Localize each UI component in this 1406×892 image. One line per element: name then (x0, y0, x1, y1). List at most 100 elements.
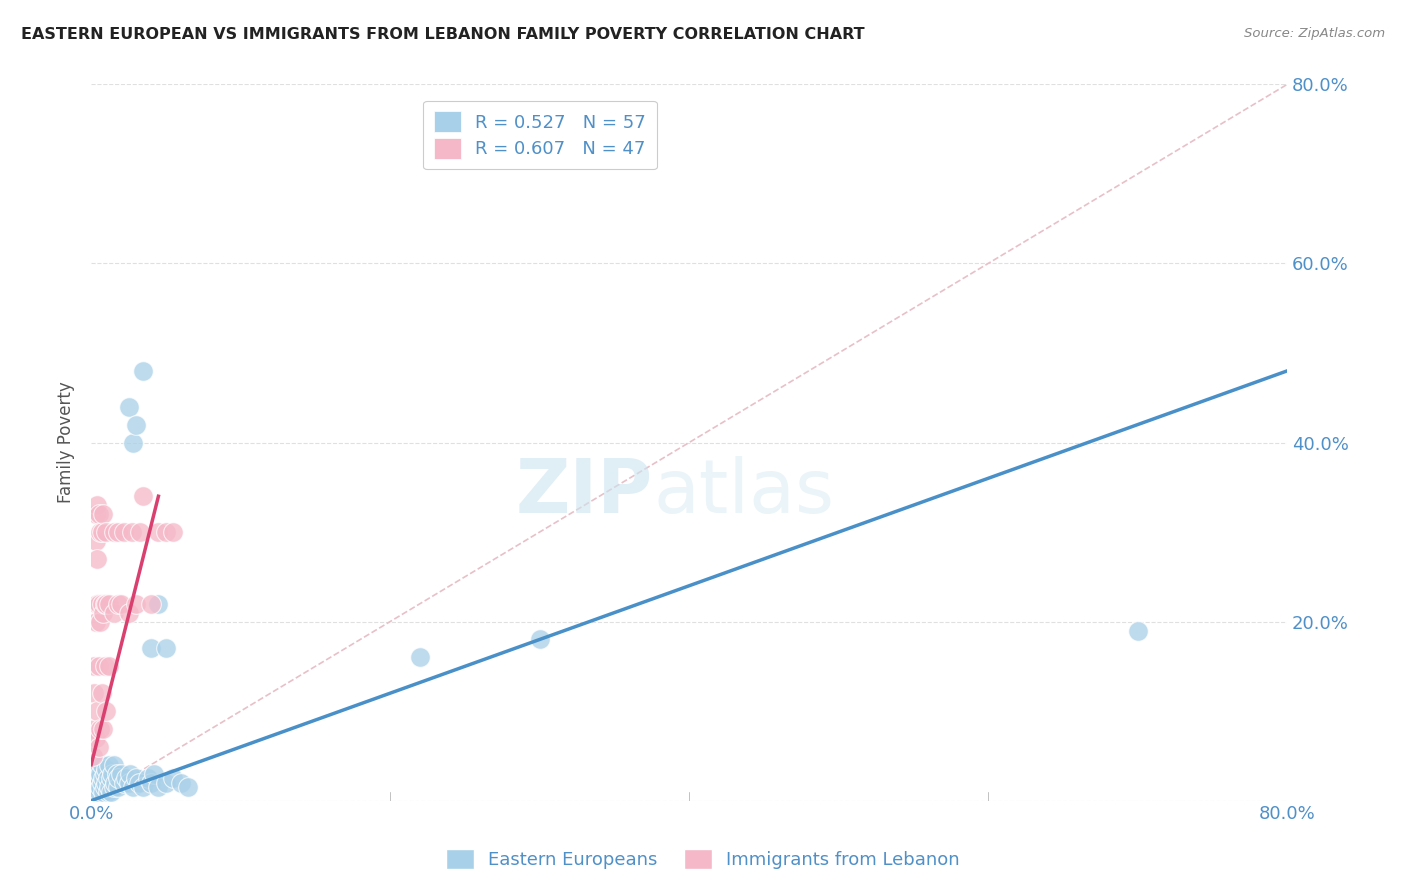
Point (83, 722, 105, 736)
Point (155, 524, 177, 539)
Point (91, 785, 114, 799)
Point (103, 757, 125, 772)
Point (89, 722, 111, 736)
Point (87, 785, 110, 799)
Point (89, 766, 111, 780)
Point (90, 524, 112, 539)
Point (90, 757, 112, 772)
Point (110, 597, 132, 611)
Point (129, 524, 152, 539)
Point (139, 775, 162, 789)
Point (148, 524, 170, 539)
Point (122, 780, 145, 795)
Point (93, 659, 115, 673)
Point (93, 780, 115, 795)
Point (104, 775, 127, 789)
Point (86, 780, 108, 795)
Point (84, 766, 107, 780)
Legend: Eastern Europeans, Immigrants from Lebanon: Eastern Europeans, Immigrants from Leban… (437, 839, 969, 879)
Point (112, 524, 135, 539)
Point (132, 780, 155, 795)
Point (94, 762, 117, 776)
Point (90, 686, 112, 700)
Point (107, 780, 129, 795)
Point (114, 771, 136, 785)
Point (117, 606, 139, 620)
Point (529, 632, 551, 647)
Point (87, 507, 110, 521)
Point (125, 771, 148, 785)
Point (100, 771, 122, 785)
Legend: R = 0.527   N = 57, R = 0.607   N = 47: R = 0.527 N = 57, R = 0.607 N = 47 (423, 101, 657, 169)
Point (139, 641, 162, 656)
Point (117, 775, 139, 789)
Y-axis label: Family Poverty: Family Poverty (58, 382, 75, 503)
Point (103, 606, 125, 620)
Point (87, 597, 110, 611)
Text: atlas: atlas (654, 456, 834, 529)
Point (94, 597, 117, 611)
Point (87, 659, 110, 673)
Point (148, 780, 170, 795)
Point (110, 766, 132, 780)
Point (132, 364, 155, 378)
Point (91, 771, 114, 785)
Point (142, 766, 165, 780)
Point (112, 775, 135, 789)
Point (86, 552, 108, 566)
Point (98, 659, 121, 673)
Point (86, 498, 108, 512)
Point (107, 524, 129, 539)
Point (87, 739, 110, 754)
Point (86, 597, 108, 611)
Point (97, 785, 120, 799)
Point (90, 597, 112, 611)
Point (97, 771, 120, 785)
Point (118, 766, 141, 780)
Point (170, 775, 193, 789)
Text: EASTERN EUROPEAN VS IMMIGRANTS FROM LEBANON FAMILY POVERTY CORRELATION CHART: EASTERN EUROPEAN VS IMMIGRANTS FROM LEBA… (21, 27, 865, 42)
Point (121, 524, 143, 539)
Point (125, 417, 148, 432)
Point (91, 722, 114, 736)
Point (122, 435, 145, 450)
Point (98, 780, 121, 795)
Point (84, 731, 107, 745)
Point (89, 524, 111, 539)
Point (86, 775, 108, 789)
Point (87, 771, 110, 785)
Point (83, 686, 105, 700)
Point (1126, 624, 1149, 638)
Point (117, 400, 139, 414)
Point (162, 771, 184, 785)
Point (132, 489, 155, 503)
Point (162, 524, 184, 539)
Point (100, 785, 122, 799)
Point (98, 597, 121, 611)
Point (84, 785, 107, 799)
Point (93, 766, 115, 780)
Point (105, 766, 128, 780)
Point (84, 534, 107, 549)
Point (93, 597, 115, 611)
Point (84, 615, 107, 629)
Point (103, 524, 125, 539)
Point (409, 650, 432, 665)
Point (94, 775, 117, 789)
Point (101, 766, 124, 780)
Text: Source: ZipAtlas.com: Source: ZipAtlas.com (1244, 27, 1385, 40)
Point (94, 704, 117, 718)
Point (83, 775, 105, 789)
Point (90, 775, 112, 789)
Point (94, 524, 117, 539)
Point (107, 597, 129, 611)
Point (107, 771, 129, 785)
Point (136, 771, 159, 785)
Point (91, 606, 114, 620)
Point (139, 597, 162, 611)
Point (89, 780, 111, 795)
Point (83, 659, 105, 673)
Point (177, 780, 200, 795)
Point (103, 780, 125, 795)
Point (148, 597, 170, 611)
